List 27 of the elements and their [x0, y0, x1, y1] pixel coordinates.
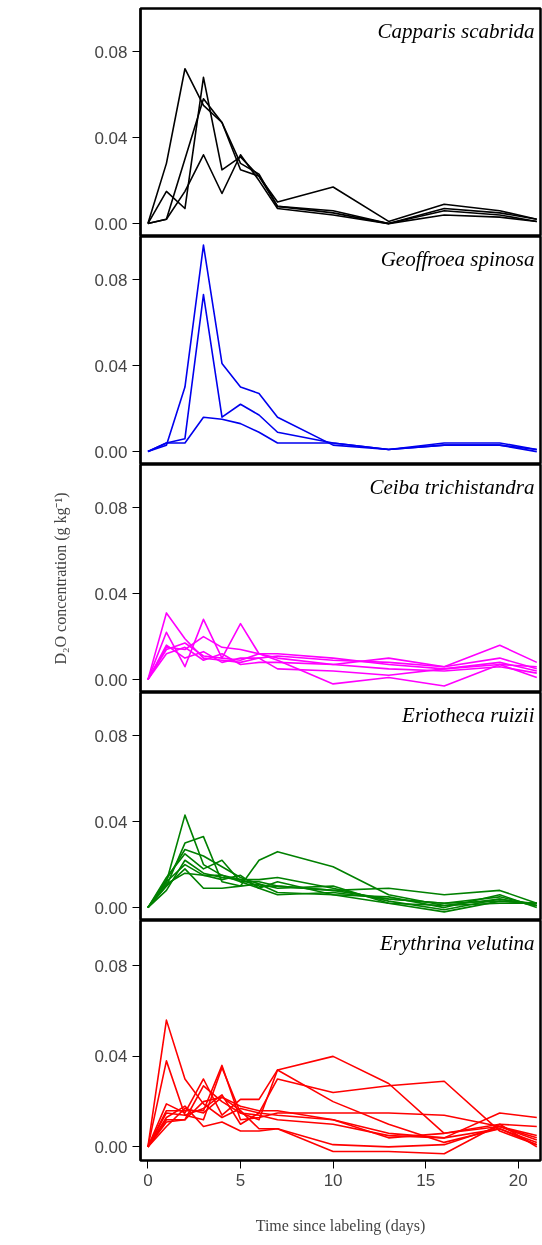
- x-tick-label: 5: [235, 1170, 246, 1190]
- x-axis-title: Time since labeling (days): [255, 1216, 426, 1235]
- y-tick-label: 0.08: [94, 42, 128, 62]
- y-axis-title: D₂O concentration (g kg⁻¹): [52, 492, 71, 665]
- y-tick-label: 0.08: [94, 498, 128, 518]
- y-tick-label: 0.08: [94, 726, 128, 746]
- y-tick-label: 0.04: [94, 812, 128, 832]
- x-tick-label: 10: [323, 1170, 343, 1190]
- y-tick-label: 0.00: [94, 898, 128, 918]
- y-tick-label: 0.00: [94, 1137, 128, 1157]
- y-tick-label: 0.04: [94, 356, 128, 376]
- y-tick-label: 0.04: [94, 584, 128, 604]
- x-tick-label: 0: [143, 1170, 153, 1190]
- y-tick-label: 0.04: [94, 128, 128, 148]
- y-tick-label: 0.08: [94, 956, 128, 976]
- text: Geoffroea spinosa: [380, 246, 535, 271]
- text: Erythrina velutina: [378, 930, 535, 955]
- text: Ceiba trichistandra: [369, 474, 535, 499]
- y-tick-label: 0.04: [94, 1047, 128, 1067]
- x-tick-label: 20: [508, 1170, 528, 1190]
- y-tick-label: 0.00: [94, 214, 128, 234]
- y-tick-label: 0.00: [94, 442, 128, 462]
- y-tick-label: 0.00: [94, 670, 128, 690]
- text: Capparis scabrida: [377, 18, 535, 43]
- y-tick-label: 0.08: [94, 270, 128, 290]
- text: Eriotheca ruizii: [401, 702, 535, 727]
- x-tick-label: 15: [416, 1170, 436, 1190]
